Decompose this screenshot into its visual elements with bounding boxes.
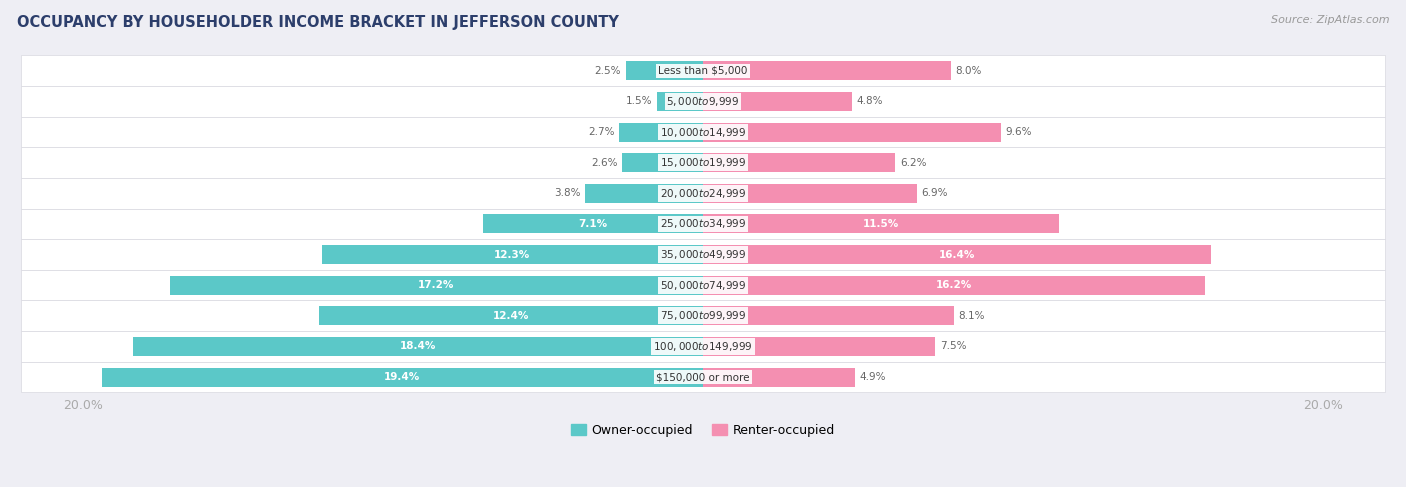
- Text: 17.2%: 17.2%: [419, 280, 454, 290]
- Text: 4.8%: 4.8%: [856, 96, 883, 107]
- Bar: [21, 148, 1385, 178]
- Text: 12.3%: 12.3%: [495, 249, 530, 260]
- Bar: [703, 337, 935, 356]
- Bar: [703, 61, 950, 80]
- Text: 4.9%: 4.9%: [859, 372, 886, 382]
- Bar: [703, 306, 955, 325]
- Text: 16.4%: 16.4%: [939, 249, 976, 260]
- Bar: [21, 239, 1385, 270]
- Text: 3.8%: 3.8%: [554, 188, 581, 198]
- Legend: Owner-occupied, Renter-occupied: Owner-occupied, Renter-occupied: [565, 419, 841, 442]
- Text: $75,000 to $99,999: $75,000 to $99,999: [659, 309, 747, 322]
- Text: $20,000 to $24,999: $20,000 to $24,999: [659, 187, 747, 200]
- Text: Less than $5,000: Less than $5,000: [658, 66, 748, 76]
- Bar: [21, 300, 1385, 331]
- Text: $35,000 to $49,999: $35,000 to $49,999: [659, 248, 747, 261]
- Text: $25,000 to $34,999: $25,000 to $34,999: [659, 217, 747, 230]
- Bar: [703, 92, 852, 111]
- Text: 6.9%: 6.9%: [921, 188, 948, 198]
- Text: 19.4%: 19.4%: [384, 372, 420, 382]
- Text: 18.4%: 18.4%: [399, 341, 436, 352]
- Bar: [703, 123, 1001, 142]
- Bar: [21, 56, 1385, 86]
- Bar: [703, 153, 896, 172]
- Bar: [21, 178, 1385, 208]
- Text: $50,000 to $74,999: $50,000 to $74,999: [659, 279, 747, 292]
- Text: 11.5%: 11.5%: [863, 219, 900, 229]
- Bar: [170, 276, 703, 295]
- Bar: [21, 86, 1385, 117]
- Bar: [703, 245, 1211, 264]
- Bar: [703, 184, 917, 203]
- Bar: [21, 331, 1385, 362]
- Text: $15,000 to $19,999: $15,000 to $19,999: [659, 156, 747, 169]
- Text: $150,000 or more: $150,000 or more: [657, 372, 749, 382]
- Text: $100,000 to $149,999: $100,000 to $149,999: [654, 340, 752, 353]
- Bar: [21, 208, 1385, 239]
- Bar: [619, 123, 703, 142]
- Bar: [21, 270, 1385, 300]
- Bar: [322, 245, 703, 264]
- Bar: [132, 337, 703, 356]
- Text: 12.4%: 12.4%: [492, 311, 529, 321]
- Bar: [703, 368, 855, 387]
- Text: 8.1%: 8.1%: [959, 311, 986, 321]
- Text: 6.2%: 6.2%: [900, 158, 927, 168]
- Bar: [21, 362, 1385, 393]
- Text: 7.5%: 7.5%: [941, 341, 966, 352]
- Text: 7.1%: 7.1%: [578, 219, 607, 229]
- Text: 9.6%: 9.6%: [1005, 127, 1032, 137]
- Text: OCCUPANCY BY HOUSEHOLDER INCOME BRACKET IN JEFFERSON COUNTY: OCCUPANCY BY HOUSEHOLDER INCOME BRACKET …: [17, 15, 619, 30]
- Bar: [626, 61, 703, 80]
- Bar: [484, 214, 703, 233]
- Text: 16.2%: 16.2%: [936, 280, 972, 290]
- Text: 2.6%: 2.6%: [592, 158, 617, 168]
- Text: 8.0%: 8.0%: [956, 66, 981, 76]
- Text: Source: ZipAtlas.com: Source: ZipAtlas.com: [1271, 15, 1389, 25]
- Text: 2.5%: 2.5%: [595, 66, 621, 76]
- Bar: [623, 153, 703, 172]
- Text: $10,000 to $14,999: $10,000 to $14,999: [659, 126, 747, 139]
- Text: 1.5%: 1.5%: [626, 96, 652, 107]
- Bar: [703, 276, 1205, 295]
- Text: 2.7%: 2.7%: [588, 127, 614, 137]
- Text: $5,000 to $9,999: $5,000 to $9,999: [666, 95, 740, 108]
- Bar: [101, 368, 703, 387]
- Bar: [703, 214, 1059, 233]
- Bar: [319, 306, 703, 325]
- Bar: [585, 184, 703, 203]
- Bar: [21, 117, 1385, 148]
- Bar: [657, 92, 703, 111]
